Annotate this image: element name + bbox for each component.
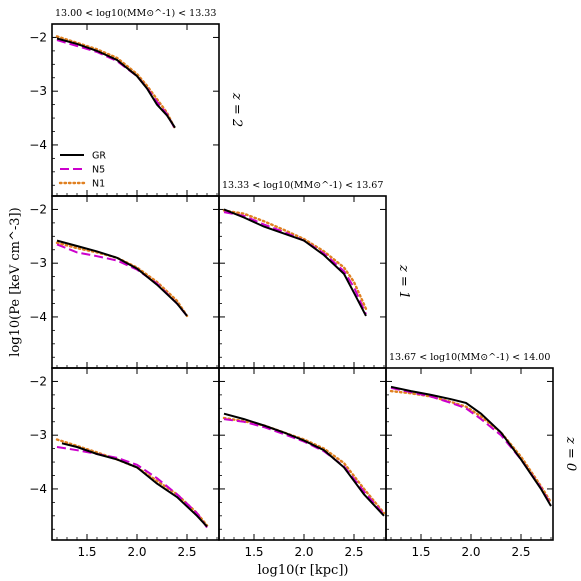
- series-line-gr: [223, 412, 385, 517]
- x-tick-label: 1.5: [411, 545, 430, 559]
- y-tick-label: −2: [29, 30, 47, 44]
- panel-frame: [51, 195, 220, 369]
- redshift-label: z = 2: [229, 92, 244, 127]
- panel-2-1: 1.5 2.0 2.5: [218, 367, 387, 559]
- legend-label-gr: GR: [92, 151, 106, 162]
- series-line-gr: [56, 239, 188, 317]
- panel-1-0: −2 −3 −4: [29, 195, 220, 369]
- panel-frame: [385, 367, 554, 541]
- series-line-n1: [55, 241, 189, 318]
- panel-0-0: −2 −3 −4 13.00 < log10(MM⊙^-1) < 13.33: [29, 8, 220, 197]
- panel-1-1: 13.33 < log10(MM⊙^-1) < 13.67: [218, 180, 387, 369]
- series-line-n5: [56, 243, 188, 317]
- x-axis-label: log10(r [kpc]): [258, 563, 349, 578]
- redshift-label: z = 1: [396, 264, 411, 299]
- series-line-gr: [56, 37, 176, 129]
- mass-bin-title: 13.00 < log10(MM⊙^-1) < 13.33: [55, 8, 216, 19]
- x-tick-label: 1.5: [244, 545, 263, 559]
- legend-label-n5: N5: [92, 165, 105, 176]
- panel-2-0: −2 −3 −4 1.5 2.0 2.5: [29, 367, 220, 559]
- x-tick-label: 2.0: [127, 545, 146, 559]
- series-line-n1: [55, 438, 209, 527]
- x-tick-label: 2.5: [177, 545, 196, 559]
- x-tick-label: 2.5: [344, 545, 363, 559]
- series-line-n5: [56, 39, 176, 130]
- redshift-label: z = 0: [563, 436, 578, 471]
- y-axis-label: log10(Pe [keV cm^-3]): [8, 207, 23, 356]
- panel-2-2: 1.5 2.0 2.5 13.67 < log10(MM⊙^-1) < 14.00: [385, 352, 554, 559]
- y-tick-label: −2: [29, 202, 47, 216]
- y-tick-label: −2: [29, 374, 47, 388]
- mass-bin-title: 13.33 < log10(MM⊙^-1) < 13.67: [222, 180, 383, 191]
- series-line-n5: [223, 211, 367, 315]
- series-line-n1: [222, 209, 368, 311]
- mass-bin-title: 13.67 < log10(MM⊙^-1) < 14.00: [389, 352, 550, 363]
- series-line-n5: [223, 418, 385, 516]
- series-line-gr: [390, 385, 552, 507]
- x-tick-label: 2.5: [511, 545, 530, 559]
- series-line-gr: [61, 442, 208, 528]
- series-line-n1: [55, 35, 177, 130]
- y-tick-label: −4: [29, 310, 47, 324]
- panel-frame: [218, 195, 387, 369]
- series-line-n5: [56, 446, 208, 529]
- series-line-gr: [223, 208, 367, 317]
- panel-frame: [51, 23, 220, 197]
- y-tick-label: −3: [29, 256, 47, 270]
- x-tick-label: 1.5: [77, 545, 96, 559]
- legend-label-n1: N1: [92, 179, 105, 190]
- y-tick-label: −4: [29, 482, 47, 496]
- series-line-n1: [389, 389, 553, 504]
- series-line-n1: [222, 416, 386, 515]
- y-tick-label: −3: [29, 428, 47, 442]
- panel-frame: [218, 367, 387, 541]
- legend: GR N5 N1: [58, 151, 106, 190]
- x-tick-label: 2.0: [294, 545, 313, 559]
- x-tick-label: 2.0: [461, 545, 480, 559]
- y-tick-label: −4: [29, 138, 47, 152]
- y-tick-label: −3: [29, 84, 47, 98]
